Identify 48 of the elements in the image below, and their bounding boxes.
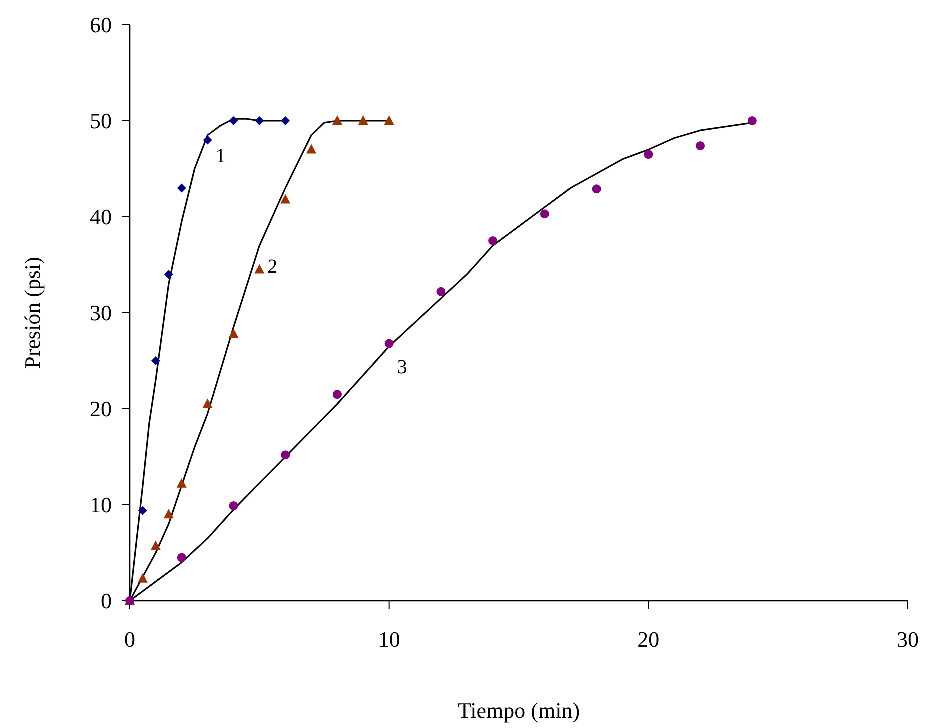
point <box>644 150 654 160</box>
y-tick-label: 60 <box>90 12 112 38</box>
x-tick-label: 20 <box>638 627 660 652</box>
point <box>177 184 186 193</box>
y-tick-label: 50 <box>90 108 112 134</box>
y-tick-label: 10 <box>90 492 112 518</box>
point <box>203 136 212 145</box>
point <box>138 506 148 516</box>
y-tick-label: 30 <box>90 300 112 326</box>
x-tick-label: 30 <box>897 627 919 652</box>
point <box>540 210 550 219</box>
point <box>229 501 238 510</box>
point <box>138 573 148 583</box>
annotation: 3 <box>397 356 408 379</box>
point <box>164 509 174 519</box>
y-tick-label: 20 <box>90 396 112 422</box>
point <box>281 450 290 460</box>
point <box>254 264 265 274</box>
point <box>332 116 342 125</box>
point <box>150 540 161 550</box>
point <box>592 184 602 194</box>
y-axis-title: Presión (psi) <box>20 257 45 369</box>
point <box>151 356 160 366</box>
y-tick-label: 40 <box>90 204 112 230</box>
y-tick-label: 0 <box>101 588 112 614</box>
point <box>255 116 264 126</box>
annotation: 2 <box>268 256 278 278</box>
point <box>358 116 368 125</box>
x-axis-title: Tiempo (min) <box>458 698 580 723</box>
point <box>176 478 187 488</box>
point <box>281 116 290 126</box>
point <box>384 116 394 125</box>
point <box>748 116 757 126</box>
point <box>306 144 317 154</box>
point <box>488 236 498 246</box>
point <box>384 339 394 348</box>
point <box>229 116 238 126</box>
point <box>164 270 174 280</box>
point <box>177 553 186 562</box>
point <box>202 398 213 408</box>
annotation: 1 <box>216 145 226 168</box>
x-tick-label: 10 <box>378 627 400 652</box>
point <box>436 287 446 296</box>
point <box>228 328 239 338</box>
point <box>280 194 291 204</box>
point <box>332 390 342 400</box>
point <box>696 141 706 150</box>
x-tick-label: 0 <box>124 627 136 652</box>
